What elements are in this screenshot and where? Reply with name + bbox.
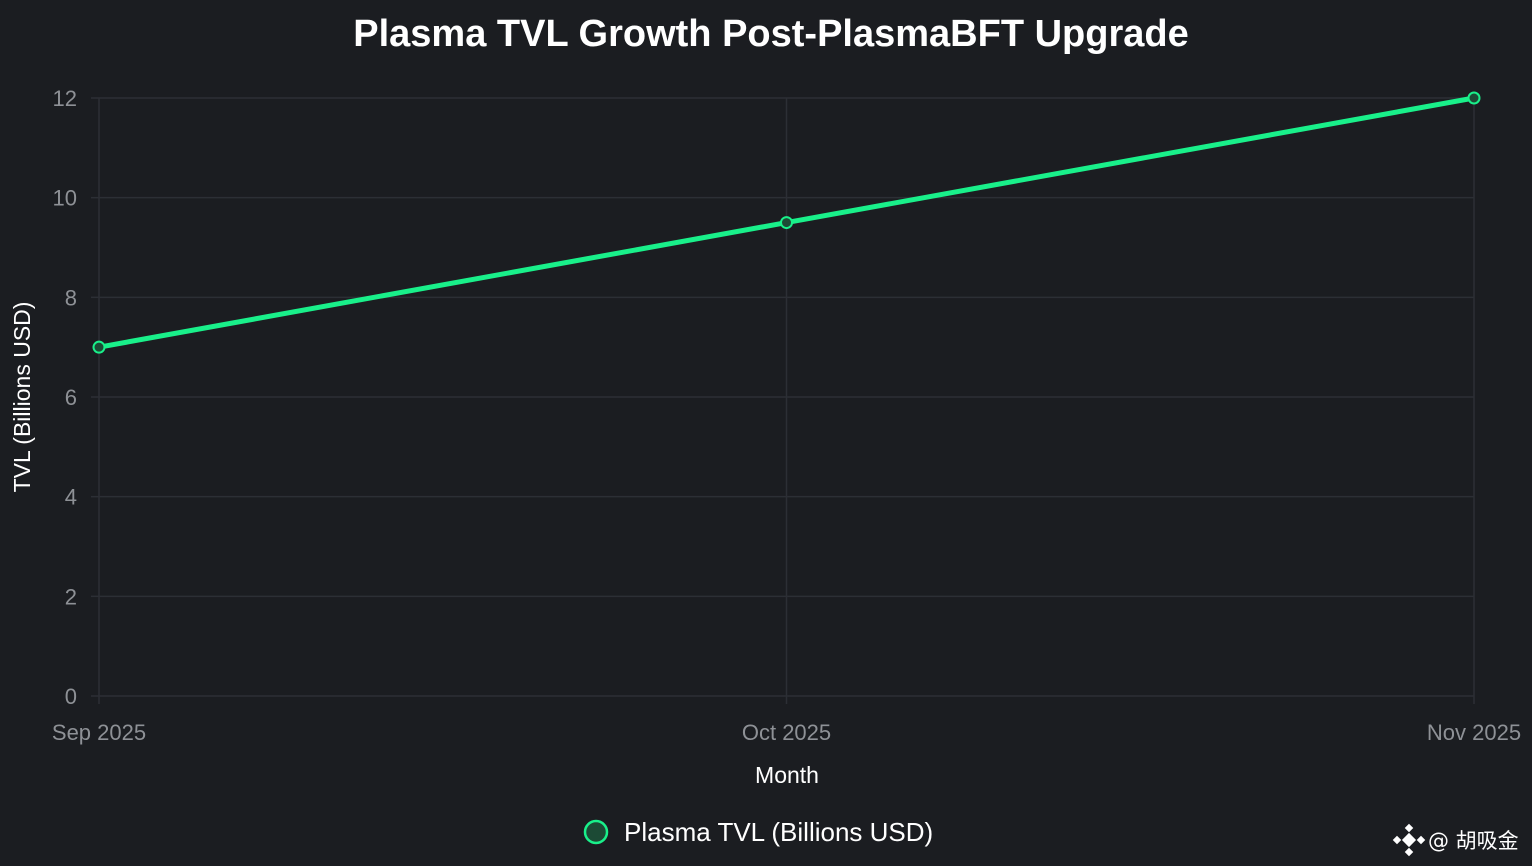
y-tick-label: 8: [65, 285, 77, 310]
y-axis-title: TVL (Billions USD): [9, 302, 35, 493]
series-layer: [92, 91, 1481, 354]
watermark-text: @ 胡吸金: [1428, 829, 1519, 853]
legend-label: Plasma TVL (Billions USD): [624, 817, 933, 847]
chart-title: Plasma TVL Growth Post-PlasmaBFT Upgrade: [353, 13, 1188, 55]
y-tick-label: 2: [65, 584, 77, 609]
legend[interactable]: Plasma TVL (Billions USD): [583, 817, 933, 847]
y-tick-label: 12: [53, 86, 77, 111]
data-point[interactable]: [92, 340, 106, 354]
y-tick-label: 10: [53, 186, 77, 211]
y-tick-label: 4: [65, 485, 77, 510]
x-tick-labels: Sep 2025 Oct 2025 Nov 2025: [52, 720, 1521, 745]
watermark: @ 胡吸金: [1392, 823, 1519, 857]
y-tick-labels: 0 2 4 6 8 10 12: [53, 86, 77, 709]
x-axis-title: Month: [755, 762, 819, 788]
binance-diamond-icon: [1392, 823, 1426, 857]
legend-marker: [583, 819, 609, 845]
grid-layer: [91, 97, 1475, 704]
x-tick-label: Oct 2025: [742, 720, 831, 745]
x-tick-label: Sep 2025: [52, 720, 146, 745]
y-tick-label: 6: [65, 385, 77, 410]
x-tick-label: Nov 2025: [1427, 720, 1521, 745]
data-point[interactable]: [780, 216, 793, 230]
data-point[interactable]: [1467, 91, 1481, 105]
y-tick-label: 0: [65, 684, 77, 709]
